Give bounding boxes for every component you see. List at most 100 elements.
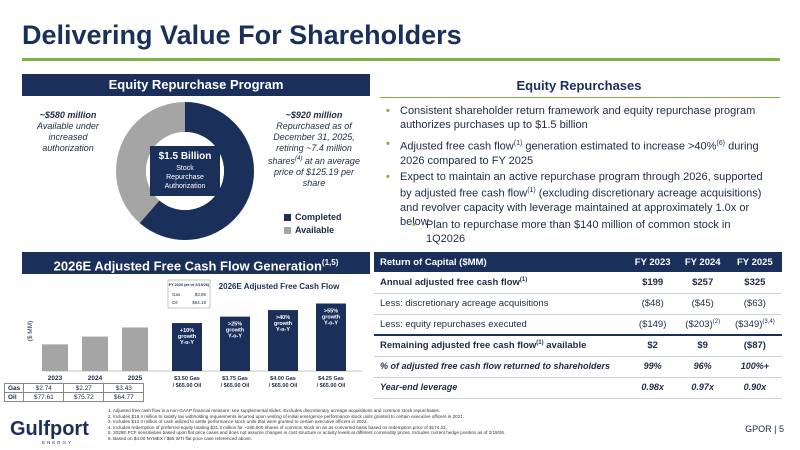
bar-growth-label-3: >40% growth Y-o-Y	[274, 315, 293, 333]
table-cell: $325	[727, 272, 782, 294]
table-row: Less: equity repurchases executed ($149)(…	[374, 314, 782, 336]
bullet-2: • Adjusted free cash flow(1) generation …	[386, 137, 776, 168]
legend-available-label: Available	[295, 225, 335, 235]
table-row: Less: discretionary acreage acquisitions…	[374, 293, 782, 315]
x-tick-2025: 2025	[128, 375, 143, 382]
table-cell: 100%+	[727, 356, 782, 378]
title-divider	[22, 58, 780, 61]
page-title: Delivering Value For Shareholders	[22, 20, 462, 50]
footnote-3: 3. Includes $12.3 million of cash utiliz…	[108, 419, 368, 425]
donut-center-amount: $1.5 Billion	[159, 151, 212, 162]
price-box-title: FY 2026 (as of 2/19/26)	[169, 283, 210, 287]
footnote-6: 6. Based on $4.00 NYMEX / $65 WTI flat p…	[108, 435, 253, 441]
table-header-row: Return of Capital ($MM) FY 2023 FY 2024 …	[374, 252, 782, 272]
table-row: Year-end leverage 0.98x 0.97x 0.90x	[374, 377, 782, 399]
bullet-3: • Expect to maintain an active repurchas…	[386, 170, 776, 229]
bar-2025	[122, 327, 148, 371]
footnote-2: 2. Includes $18.4 million to satisfy tax…	[108, 413, 465, 419]
repurchased-text-1: Repurchased as of December 31, 2025, ret…	[268, 121, 355, 166]
price-row-gas: Gas $2.74 $2.27 $3.43	[3, 383, 145, 393]
available-text: Available under increased authorization	[37, 121, 99, 153]
table-cell: ($45)	[677, 293, 728, 315]
bar-2023	[42, 344, 68, 371]
x-tick-projection-1: $3.50 Gas / $65.00 Oil	[173, 376, 202, 389]
available-callout: ~$580 million Available under increased …	[24, 110, 112, 154]
sub-bullet: • Plan to repurchase more than $140 mill…	[412, 218, 752, 246]
donut-completed-arc	[116, 102, 254, 240]
table-cell: ($149)	[627, 314, 678, 336]
footnote-5: 5. 2026E FCF sensitivities based upon fl…	[108, 430, 506, 436]
table-cell: 0.98x	[627, 377, 678, 399]
bullet-dot: •	[386, 138, 390, 150]
table-header-fy2025: FY 2025	[727, 252, 782, 272]
bar-projection-2	[220, 316, 250, 371]
legend-completed: Completed	[284, 212, 342, 222]
donut-center-box	[150, 146, 220, 196]
table-row: Annual adjusted free cash flow(1) $199 $25…	[374, 272, 782, 294]
x-tick-2023: 2023	[48, 375, 63, 382]
available-amount: ~$580 million	[39, 110, 97, 120]
table-row-label: % of adjusted free cash flow returned to…	[374, 356, 628, 378]
fcf-section-heading: 2026E Adjusted Free Cash Flow Generation…	[22, 252, 370, 274]
bar-growth-label-4: >55% growth Y-o-Y	[322, 309, 341, 327]
bar-projection-3	[268, 310, 298, 371]
y-axis-label: ($ MM)	[27, 321, 34, 342]
bullet-dot: •	[386, 171, 390, 183]
price-cell: $2.74	[23, 383, 65, 393]
fcf-bar-chart: 2026E Adjusted Free Cash Flow ($ MM) FY …	[27, 279, 362, 389]
bullet-2-sup-a: (1)	[513, 140, 523, 147]
table-row: Remaining adjusted free cash flow(1) ava…	[374, 334, 782, 357]
table-cell: 96%	[677, 356, 728, 378]
bullet-2-text-b: generation estimated to increase >40%	[522, 140, 717, 153]
equity-repurchases-heading: Equity Repurchases	[516, 78, 642, 93]
return-of-capital-table: Return of Capital ($MM) FY 2023 FY 2024 …	[374, 252, 782, 399]
bullet-3-sup: (1)	[527, 187, 536, 194]
legend-available-swatch	[284, 227, 291, 235]
sub-bullet-text: Plan to repurchase more than $140 millio…	[426, 219, 731, 245]
table-cell: ($87)	[727, 334, 782, 357]
table-header-fy2024: FY 2024	[677, 252, 728, 272]
gulfport-logo-sub: ENERGY	[42, 440, 74, 445]
fcf-heading-text: 2026E Adjusted Free Cash Flow Generation	[53, 258, 322, 274]
table-header-label: Return of Capital ($MM)	[374, 252, 628, 272]
legend-completed-swatch	[284, 214, 291, 222]
price-box-oil-value: $64.19	[192, 300, 206, 305]
price-box-gas-label: Gas	[172, 292, 181, 297]
price-box: FY 2026 (as of 2/19/26) Gas $3.86 Oil $6…	[167, 279, 211, 309]
bar-growth-label-1: +10% growth Y-o-Y	[178, 328, 197, 346]
bullet-3-text-b: (excluding discretionary acreage acquisi…	[400, 187, 762, 228]
bar-projection-4	[316, 303, 346, 371]
bullet-2-sup-b: (6)	[716, 140, 726, 147]
x-tick-2024: 2024	[88, 375, 103, 382]
table-cell: ($203)(2)	[677, 314, 728, 336]
table-cell: ($63)	[727, 293, 782, 315]
repurchase-program-heading: Equity Repurchase Program	[22, 74, 370, 96]
bar-2024	[82, 336, 108, 371]
footnote-4: 4. Includes redemption of preferred equi…	[108, 424, 447, 430]
table-row-label: Less: equity repurchases executed	[374, 314, 628, 336]
projected-bars: +10% growth Y-o-Y $3.50 Gas / $65.00 Oil >25%…	[172, 303, 346, 389]
bar-projection-1	[172, 323, 202, 371]
table-cell: $2	[627, 334, 678, 357]
price-row-oil: Oil $77.61 $75.72 $64.77	[3, 392, 145, 402]
table-cell: $257	[677, 272, 728, 294]
table-cell: 99%	[627, 356, 678, 378]
table-cell: ($48)	[627, 293, 678, 315]
fcf-heading-sup: (1,5)	[321, 258, 339, 267]
bullet-1-text: Consistent shareholder return framework …	[400, 105, 756, 131]
table-cell: 0.90x	[727, 377, 782, 399]
sub-bullet-dot: •	[412, 219, 416, 231]
price-cell: $77.61	[23, 392, 65, 402]
repurchased-text-2: at an average price of $125.19 per share	[273, 156, 360, 188]
bullet-2-text-a: Adjusted free cash flow	[400, 140, 514, 153]
bullet-1: • Consistent shareholder return framewor…	[386, 104, 776, 132]
historical-bars: 2023 2024 2025	[42, 327, 148, 382]
gulfport-logo: Gulfport	[10, 418, 89, 440]
price-row-label: Oil	[3, 392, 25, 402]
table-cell: ($349)(3,4)	[727, 314, 782, 336]
bullet-dot: •	[386, 105, 390, 117]
table-header-fy2023: FY 2023	[627, 252, 678, 272]
bullet-2-text-c: during 2026 compared to FY 2025	[400, 140, 759, 167]
donut-center-label-2: Repurchase	[166, 174, 204, 181]
repurchased-sup: (4)	[295, 156, 303, 162]
